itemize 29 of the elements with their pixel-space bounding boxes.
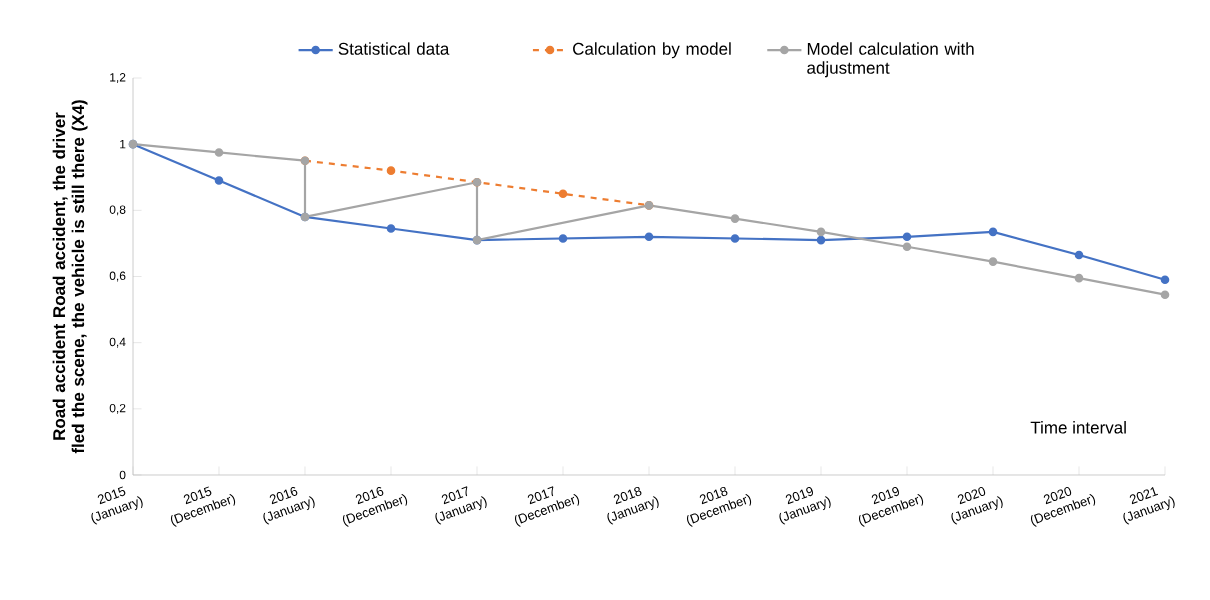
point <box>386 224 396 233</box>
y-axis-title: Road accident Road accident, the driver fled the scene, the vehicle is still there (X4) <box>52 100 88 454</box>
point <box>988 257 998 266</box>
point <box>902 242 912 252</box>
point <box>558 234 568 243</box>
legend-label: Model calculation with adjustment <box>807 42 974 78</box>
point <box>902 232 912 242</box>
point <box>214 148 224 157</box>
annotation: Time interval <box>1030 421 1126 434</box>
y-tick-label: 1 <box>120 140 126 149</box>
legend-label: Statistical data <box>338 42 450 55</box>
y-tick-label: 0,8 <box>109 205 126 216</box>
legend-label: Calculation by model <box>573 42 731 59</box>
point <box>730 214 740 223</box>
point <box>1160 290 1170 299</box>
point <box>730 234 740 243</box>
y-tick-label: 0,6 <box>109 271 126 282</box>
point <box>816 227 826 237</box>
point <box>816 235 826 245</box>
point <box>988 227 998 237</box>
point <box>1074 250 1084 260</box>
y-tick-label: 0,4 <box>109 337 126 348</box>
y-tick-label: 0 <box>119 470 126 480</box>
point <box>214 176 224 185</box>
point <box>644 232 654 242</box>
point <box>1074 273 1084 283</box>
y-tick-label: 1,2 <box>110 73 126 83</box>
point <box>1160 275 1170 285</box>
y-tick-label: 0,2 <box>109 403 126 414</box>
